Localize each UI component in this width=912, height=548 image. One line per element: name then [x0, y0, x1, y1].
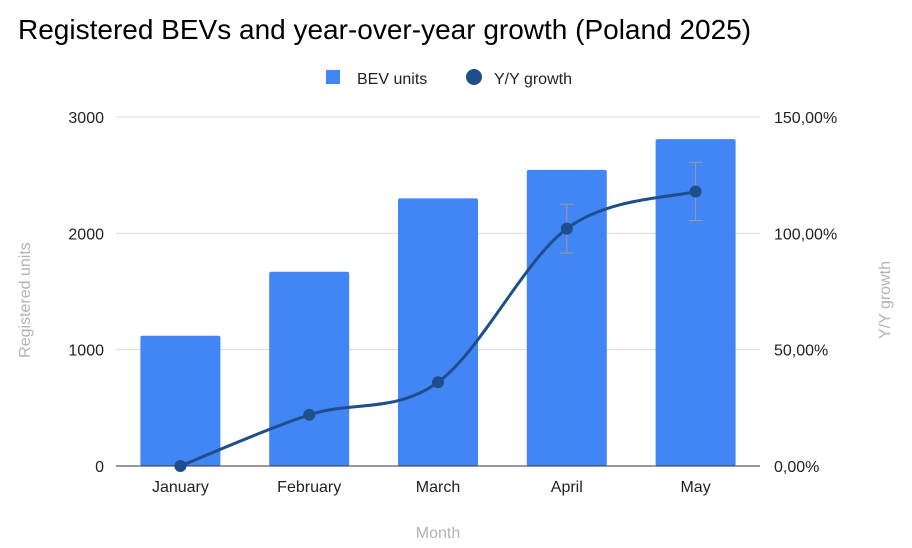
legend-swatch-bev-units — [326, 70, 340, 84]
left-axis-title: Registered units — [17, 242, 34, 358]
right-axis-ticks: 0,00% 50,00% 100,00% 150,00% — [774, 110, 837, 476]
left-tick-label: 2000 — [68, 226, 104, 243]
x-tick-label-february: February — [277, 479, 341, 496]
left-axis-ticks: 0 1000 2000 3000 — [68, 110, 104, 476]
legend-label-bev-units: BEV units — [357, 71, 427, 88]
legend-marker-yy-growth — [466, 69, 482, 85]
chart-title: Registered BEVs and year-over-year growt… — [18, 14, 752, 45]
growth-point-january — [174, 460, 187, 472]
growth-point-may — [689, 185, 702, 198]
bar-february — [269, 271, 350, 466]
bar-series — [140, 139, 736, 466]
right-tick-label: 0,00% — [774, 459, 819, 476]
x-tick-label-april: April — [551, 479, 583, 496]
legend-label-yy-growth: Y/Y growth — [494, 71, 572, 88]
line-series — [174, 185, 702, 472]
x-tick-label-may: May — [680, 479, 710, 496]
bar-april — [526, 169, 607, 466]
bar-may — [655, 139, 736, 466]
growth-point-february — [303, 408, 316, 421]
bar-march — [398, 198, 478, 466]
right-tick-label: 50,00% — [774, 343, 828, 360]
x-axis-title: Month — [416, 525, 460, 542]
right-tick-label: 100,00% — [774, 226, 837, 243]
left-tick-label: 0 — [95, 459, 104, 476]
left-tick-label: 1000 — [68, 343, 104, 360]
x-axis-ticks: January February March April May — [152, 479, 711, 496]
left-tick-label: 3000 — [68, 110, 104, 127]
x-tick-label-january: January — [152, 479, 209, 496]
right-tick-label: 150,00% — [774, 110, 837, 127]
x-tick-label-march: March — [416, 479, 460, 496]
right-axis-title: Y/Y growth — [877, 261, 894, 339]
growth-point-march — [432, 376, 444, 389]
legend: BEV units Y/Y growth — [326, 69, 572, 88]
bar-january — [140, 335, 221, 466]
growth-point-april — [560, 222, 573, 235]
